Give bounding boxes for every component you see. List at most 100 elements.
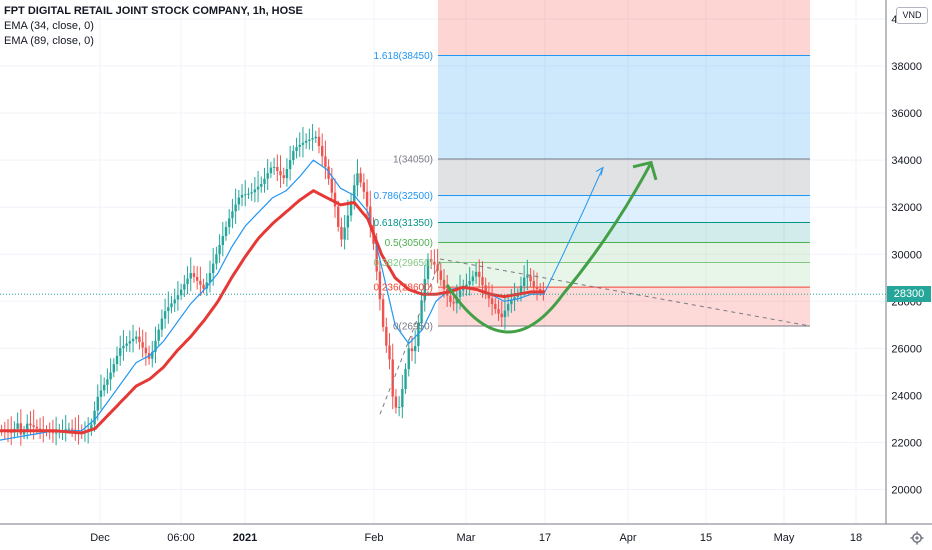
y-tick-label: 34000: [891, 155, 922, 167]
candle-body: [304, 140, 308, 143]
candle-body: [10, 432, 13, 434]
x-tick-label: Mar: [457, 532, 476, 544]
candle-body: [54, 432, 58, 434]
candle-body: [538, 289, 542, 292]
candle-body: [388, 345, 391, 360]
candle-body: [263, 178, 266, 184]
candle-body: [330, 178, 334, 193]
candle-body: [208, 273, 212, 283]
candle-body: [109, 372, 112, 380]
candle-body: [115, 355, 119, 365]
fib-zone: [438, 242, 810, 263]
candle-body: [195, 276, 199, 281]
fib-zone: [438, 262, 810, 288]
candle-body: [122, 345, 125, 349]
x-tick-label: 17: [539, 532, 551, 544]
candle-body: [167, 307, 170, 312]
candle-body: [157, 329, 160, 341]
candle-body: [237, 197, 241, 205]
fib-zone: [438, 287, 810, 327]
candle-body: [135, 336, 138, 339]
candle-body: [176, 295, 180, 300]
y-tick-label: 32000: [891, 202, 922, 214]
candle-body: [93, 410, 96, 425]
candle-body: [70, 428, 74, 430]
candle-body: [532, 281, 535, 287]
candle-body: [151, 351, 154, 359]
candle-body: [301, 142, 305, 145]
candle-body: [244, 194, 247, 196]
candle-body: [29, 423, 32, 426]
x-tick-label: 18: [850, 532, 862, 544]
candle-body: [314, 136, 317, 139]
y-tick-label: 30000: [891, 249, 922, 261]
fib-label: 0.5(30500): [385, 238, 433, 249]
candle-body: [442, 279, 446, 290]
candle-body: [436, 264, 439, 271]
candle-body: [64, 429, 67, 431]
candle-body: [526, 275, 529, 278]
candle-body: [199, 280, 202, 285]
fib-zone: [438, 222, 810, 243]
arrowhead: [595, 166, 604, 176]
candle-body: [51, 432, 55, 434]
candle-body: [224, 227, 228, 237]
candle-body: [292, 151, 295, 161]
fib-label: 1.618(38450): [374, 51, 434, 62]
x-tick-label: Feb: [365, 532, 384, 544]
candle-body: [295, 146, 298, 152]
chart-legend: FPT DIGITAL RETAIL JOINT STOCK COMPANY, …: [4, 4, 303, 49]
candle-body: [99, 390, 103, 397]
candle-body: [465, 284, 468, 288]
candle-body: [346, 215, 350, 228]
candle-body: [163, 311, 167, 319]
candle-body: [407, 348, 410, 370]
candle-body: [183, 284, 186, 290]
candle-body: [468, 281, 471, 285]
candle-body: [359, 173, 362, 183]
candle-body: [337, 206, 340, 227]
candle-body: [404, 369, 407, 390]
y-tick-label: 26000: [891, 343, 922, 355]
candle-body: [429, 259, 433, 262]
candle-body: [288, 160, 292, 170]
candle-body: [253, 189, 257, 193]
candle-body: [519, 285, 523, 295]
y-tick-label: 24000: [891, 390, 922, 402]
candle-body: [500, 313, 503, 318]
candle-body: [385, 326, 388, 346]
candle-body: [276, 166, 279, 172]
legend-title: FPT DIGITAL RETAIL JOINT STOCK COMPANY, …: [4, 5, 303, 17]
gear-icon[interactable]: [910, 531, 924, 545]
candle-body: [353, 185, 356, 201]
fib-zone: [438, 158, 810, 196]
candle-body: [240, 194, 244, 198]
candle-body: [423, 279, 426, 301]
fib-zone: [438, 55, 810, 159]
candle-body: [202, 284, 205, 289]
fib-label: 0(26950): [393, 322, 433, 333]
candle-body: [170, 303, 173, 308]
candle-body: [365, 191, 369, 207]
candle-body: [397, 407, 401, 409]
ema89-line: [0, 188, 545, 435]
legend-ema34: EMA (34, close, 0): [4, 20, 94, 32]
currency-badge[interactable]: VND: [896, 7, 928, 24]
candle-body: [90, 424, 93, 432]
x-tick-label: 15: [700, 532, 712, 544]
candle-body: [481, 276, 484, 286]
candle-body: [391, 359, 394, 397]
candle-body: [426, 259, 430, 280]
candle-body: [256, 186, 260, 190]
y-tick-label: 38000: [891, 61, 922, 73]
candle-body: [234, 204, 237, 212]
candle-body: [349, 200, 353, 216]
candle-body: [119, 348, 122, 356]
candle-body: [160, 318, 164, 330]
y-tick-label: 36000: [891, 108, 922, 120]
candle-body: [529, 275, 532, 282]
candle-body: [420, 300, 423, 323]
candle-body: [19, 423, 23, 435]
candle-body: [333, 192, 337, 207]
